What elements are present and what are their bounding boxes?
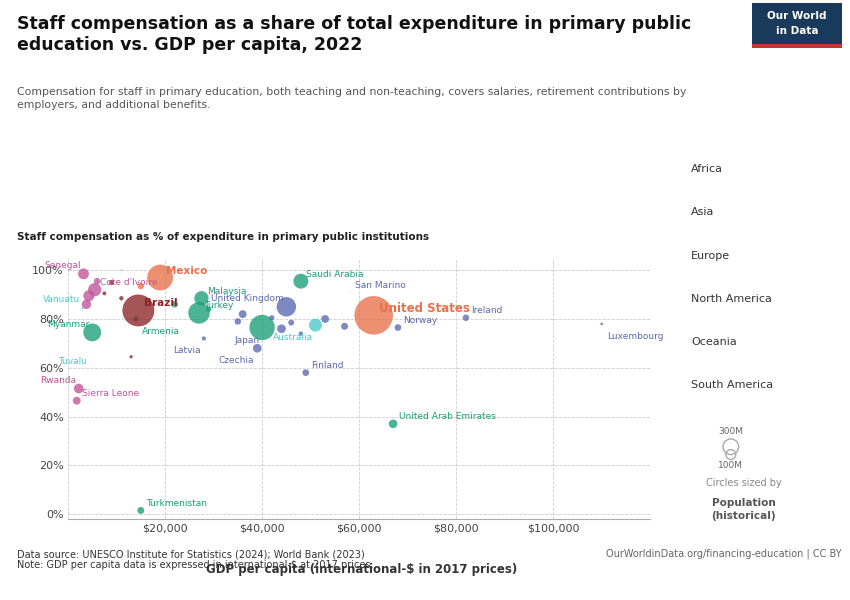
Text: United States: United States bbox=[379, 302, 470, 315]
Point bbox=[72, 384, 86, 394]
Point bbox=[134, 281, 148, 291]
Text: Cote d'Ivoire: Cote d'Ivoire bbox=[100, 278, 157, 287]
Point bbox=[88, 285, 101, 295]
Text: 100M: 100M bbox=[718, 461, 744, 470]
Point bbox=[80, 299, 94, 309]
Point bbox=[265, 313, 279, 323]
Text: Rwanda: Rwanda bbox=[40, 376, 76, 385]
Point bbox=[251, 343, 264, 353]
Text: Luxembourg: Luxembourg bbox=[607, 332, 664, 341]
Point bbox=[124, 352, 138, 362]
Text: Senegal: Senegal bbox=[44, 261, 81, 270]
Text: OurWorldinData.org/financing-education | CC BY: OurWorldinData.org/financing-education |… bbox=[606, 548, 842, 559]
Point bbox=[275, 324, 288, 334]
Point bbox=[595, 319, 609, 329]
Text: Turkey: Turkey bbox=[205, 301, 234, 310]
Point bbox=[337, 322, 351, 331]
Point bbox=[129, 314, 143, 324]
Text: Africa: Africa bbox=[691, 164, 723, 174]
Text: Compensation for staff in primary education, both teaching and non-teaching, cov: Compensation for staff in primary educat… bbox=[17, 87, 686, 110]
Text: Data source: UNESCO Institute for Statistics (2024); World Bank (2023): Data source: UNESCO Institute for Statis… bbox=[17, 549, 365, 559]
Point bbox=[192, 308, 206, 317]
Text: Sierra Leone: Sierra Leone bbox=[82, 389, 139, 398]
Point bbox=[294, 329, 308, 338]
Text: South America: South America bbox=[691, 380, 774, 390]
Text: Population
(historical): Population (historical) bbox=[711, 498, 776, 521]
Point bbox=[105, 278, 118, 287]
Point bbox=[724, 450, 738, 460]
Text: Malaysia: Malaysia bbox=[207, 287, 246, 296]
Text: Armenia: Armenia bbox=[141, 327, 179, 336]
Text: GDP per capita (international-$ in 2017 prices): GDP per capita (international-$ in 2017 … bbox=[206, 563, 517, 576]
Text: Finland: Finland bbox=[311, 361, 343, 370]
Point bbox=[90, 277, 104, 286]
Point bbox=[724, 442, 738, 452]
Text: Oceania: Oceania bbox=[691, 337, 737, 347]
Point bbox=[299, 368, 313, 377]
Text: Saudi Arabia: Saudi Arabia bbox=[307, 270, 364, 279]
Text: Norway: Norway bbox=[404, 316, 438, 325]
Text: Japan: Japan bbox=[235, 335, 259, 344]
Text: Note: GDP per capita data is expressed in international-$ at 2017 prices.: Note: GDP per capita data is expressed i… bbox=[17, 560, 373, 570]
Text: Our World: Our World bbox=[767, 11, 826, 20]
Text: Ireland: Ireland bbox=[472, 307, 503, 316]
Text: Vanuatu: Vanuatu bbox=[42, 295, 80, 304]
Text: Brazil: Brazil bbox=[144, 298, 178, 308]
Text: United Arab Emirates: United Arab Emirates bbox=[399, 412, 496, 421]
Point bbox=[459, 313, 473, 323]
Point bbox=[76, 303, 89, 313]
Point bbox=[309, 320, 322, 330]
Point bbox=[391, 323, 405, 332]
Text: Australia: Australia bbox=[273, 333, 313, 342]
Point bbox=[70, 396, 83, 406]
Point bbox=[195, 293, 208, 303]
Text: Mexico: Mexico bbox=[166, 266, 207, 275]
Point bbox=[235, 310, 250, 319]
Point bbox=[115, 293, 128, 303]
Point bbox=[82, 291, 96, 301]
Text: Staff compensation as a share of total expenditure in primary public
education v: Staff compensation as a share of total e… bbox=[17, 15, 691, 55]
Point bbox=[294, 277, 308, 286]
Text: Asia: Asia bbox=[691, 208, 714, 217]
Point bbox=[115, 265, 128, 275]
Text: United Kingdom: United Kingdom bbox=[211, 294, 284, 303]
Text: San Marino: San Marino bbox=[355, 281, 405, 290]
Text: in Data: in Data bbox=[775, 26, 818, 36]
Bar bbox=[752, 43, 842, 48]
Text: Europe: Europe bbox=[691, 251, 730, 260]
Text: Myanmar: Myanmar bbox=[47, 320, 89, 329]
Point bbox=[168, 299, 182, 309]
Text: Latvia: Latvia bbox=[173, 346, 201, 355]
Point bbox=[319, 314, 332, 324]
Point bbox=[231, 317, 245, 326]
Text: Circles sized by: Circles sized by bbox=[706, 478, 782, 488]
Point bbox=[386, 419, 400, 428]
Point bbox=[285, 318, 298, 328]
Point bbox=[98, 289, 111, 298]
Text: Turkmenistan: Turkmenistan bbox=[146, 499, 207, 508]
Text: Czechia: Czechia bbox=[219, 356, 254, 365]
Point bbox=[134, 506, 148, 515]
Text: Tuvalu: Tuvalu bbox=[59, 358, 88, 367]
Point bbox=[343, 287, 356, 297]
Point bbox=[86, 328, 99, 337]
Text: 300M: 300M bbox=[718, 427, 744, 436]
Point bbox=[153, 273, 167, 283]
Point bbox=[197, 334, 211, 343]
Point bbox=[280, 302, 293, 311]
Point bbox=[367, 311, 381, 320]
Point bbox=[76, 269, 90, 278]
Text: Staff compensation as % of expenditure in primary public institutions: Staff compensation as % of expenditure i… bbox=[17, 232, 429, 242]
Point bbox=[132, 305, 145, 315]
Point bbox=[202, 304, 216, 314]
Text: North America: North America bbox=[691, 294, 772, 304]
Point bbox=[255, 323, 269, 332]
Point bbox=[83, 344, 97, 354]
